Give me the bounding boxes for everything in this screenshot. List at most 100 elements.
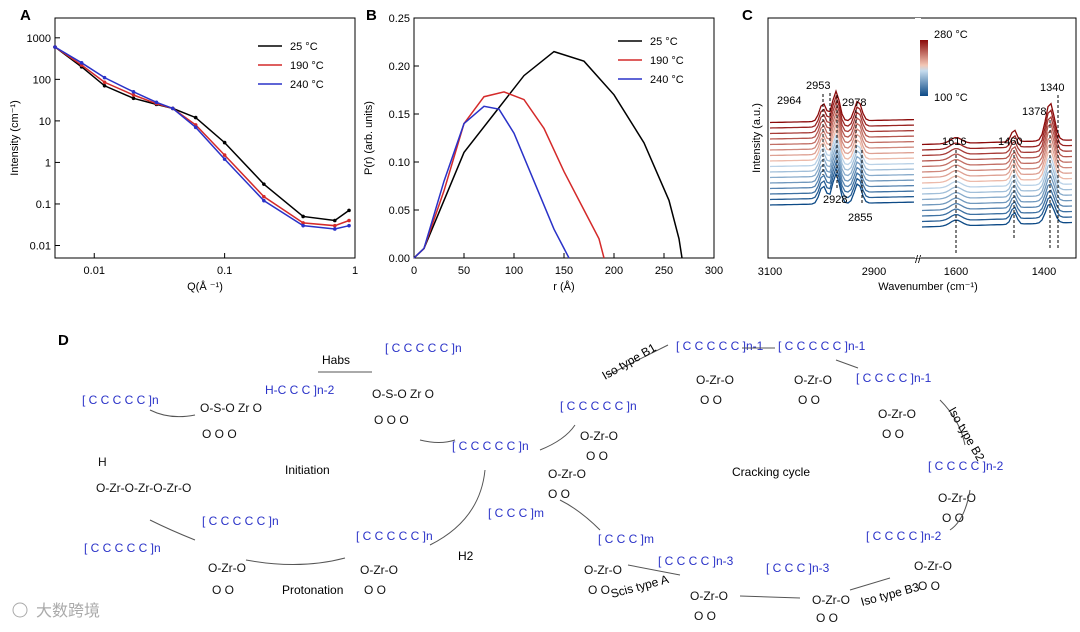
label-protonation: Protonation: [282, 583, 343, 597]
svg-text:O-Zr-O: O-Zr-O: [690, 589, 728, 603]
b-series-line-2: [413, 105, 570, 259]
svg-text:[ C C C C C ]n: [ C C C C C ]n: [385, 341, 462, 355]
c-spectrum-left: [769, 155, 915, 190]
a-series-point: [222, 157, 227, 161]
c-spectrum-left: [769, 149, 915, 184]
c-spectrum-left: [769, 138, 915, 173]
peak-guides: [822, 93, 1059, 255]
b-xtick-label: 250: [655, 265, 673, 277]
a-series-point: [333, 218, 337, 223]
c-spectrum-left: [769, 105, 915, 140]
svg-text:O-Zr-O: O-Zr-O: [878, 407, 916, 421]
c-spectrum-right: [921, 135, 1073, 173]
c-spectrum-left: [769, 127, 915, 162]
svg-text:[ C C C C C ]n: [ C C C C C ]n: [82, 393, 159, 407]
svg-text:[ C C C C C ]n: [ C C C C C ]n: [84, 541, 161, 555]
svg-text:[ C C C ]m: [ C C C ]m: [488, 506, 544, 520]
panel-label-c: C: [742, 7, 753, 24]
svg-text:O O: O O: [700, 393, 722, 407]
a-series-point: [193, 115, 198, 120]
panel-c-ylabel: Intensity (a.u.): [751, 103, 763, 173]
b-ytick-label: 0.00: [389, 253, 410, 265]
c-spectrum-left: [769, 160, 915, 195]
b-xtick-label: 50: [458, 265, 470, 277]
svg-text:O-Zr-O: O-Zr-O: [548, 467, 586, 481]
a-legend-label: 25 °C: [290, 41, 318, 53]
svg-text:H-C C C ]n-2: H-C C C ]n-2: [265, 383, 335, 397]
svg-text:[ C C C ]n-3: [ C C C ]n-3: [766, 561, 830, 575]
b-xtick-label: 0: [411, 265, 417, 277]
c-spectrum-right: [921, 109, 1073, 151]
panel-a: 1000 100 10 1 0.1 0.01 0.01 0.1 1 Intensity (cm…: [9, 17, 358, 293]
label-h2: H2: [458, 549, 474, 563]
a-series-point: [131, 93, 136, 97]
svg-text:O-Zr-O: O-Zr-O: [696, 373, 734, 387]
a-series-point: [193, 125, 198, 130]
a-legend-label: 190 °C: [290, 60, 324, 72]
a-ytick-label: 0.1: [36, 199, 51, 211]
catalyst-motifs: H O-Zr-O-Zr-O-Zr-O O-S-O Zr O O O O O-S-O …: [96, 373, 976, 625]
chain-fragments: [ C C C C C ]n [ C C C C C ]n [ C C C C …: [82, 339, 1004, 575]
a-series-point: [262, 198, 266, 203]
c-spectrum-left: [769, 133, 915, 168]
a-series-point: [102, 80, 107, 85]
svg-text:O-Zr-O-Zr-O-Zr-O: O-Zr-O-Zr-O-Zr-O: [96, 481, 191, 495]
colorbar: [920, 40, 928, 96]
svg-text:[ C C C C C ]n: [ C C C C C ]n: [452, 439, 529, 453]
a-series-line-1: [54, 46, 350, 227]
a-ytick-label: 10: [39, 116, 51, 128]
peak-2978: 2978: [842, 97, 866, 109]
colorbar-bottom-label: 100 °C: [934, 92, 968, 104]
svg-text:O-Zr-O: O-Zr-O: [914, 559, 952, 573]
c-spectrum-right: [921, 182, 1073, 212]
c-spectrum-right: [921, 149, 1073, 184]
a-series-point: [170, 106, 175, 111]
a-series-point: [102, 83, 107, 88]
a-series-point: [154, 100, 159, 105]
a-series-point: [262, 194, 266, 199]
b-ytick-label: 0.10: [389, 157, 410, 169]
c-spectrum-right: [921, 162, 1073, 195]
peak-2855: 2855: [848, 212, 872, 224]
svg-text:O-Zr-O: O-Zr-O: [812, 593, 850, 607]
a-series-point: [301, 223, 305, 228]
c-spectrum-left: [769, 89, 915, 124]
a-series-point: [79, 61, 84, 65]
panel-label-d: D: [58, 332, 69, 349]
peak-1340: 1340: [1040, 82, 1064, 94]
b-ytick-label: 0.25: [389, 13, 410, 25]
svg-text:O O: O O: [882, 427, 904, 441]
svg-text:[ C C C ]m: [ C C C ]m: [598, 532, 654, 546]
svg-text:O O: O O: [588, 583, 610, 597]
a-series-line-2: [54, 46, 350, 230]
panel-c-xtick-3100: 3100: [758, 266, 782, 278]
c-spectrum-left: [769, 94, 915, 129]
svg-text:[ C C C C ]n-1: [ C C C C ]n-1: [856, 371, 932, 385]
b-ytick-label: 0.20: [389, 61, 410, 73]
c-spectrum-left: [769, 171, 915, 206]
colorbar-top-label: 280 °C: [934, 29, 968, 41]
svg-text:O-Zr-O: O-Zr-O: [938, 491, 976, 505]
a-legend-label: 240 °C: [290, 79, 324, 91]
a-series-point: [131, 96, 136, 101]
svg-text:H: H: [98, 455, 107, 469]
panel-c-xlabel: Wavenumber (cm⁻¹): [878, 281, 978, 293]
svg-text:O O: O O: [816, 611, 838, 625]
svg-text:[ C C C C ]n-3: [ C C C C ]n-3: [658, 554, 734, 568]
scheme: [ C C C C C ]n [ C C C C C ]n [ C C C C …: [82, 339, 1004, 625]
c-spectrum-right: [921, 196, 1073, 223]
c-spectrum-right: [921, 202, 1073, 228]
c-spectrum-left: [769, 116, 915, 151]
b-xtick-label: 300: [705, 265, 723, 277]
a-ytick-label: 100: [33, 74, 51, 86]
a-series-point: [333, 227, 337, 231]
label-cracking-cycle: Cracking cycle: [732, 465, 810, 479]
svg-text:O O: O O: [548, 487, 570, 501]
b-legend-label: 240 °C: [650, 74, 684, 86]
panel-a-yticks: 1000 100 10 1 0.1 0.01: [27, 33, 60, 252]
svg-text:O O: O O: [694, 609, 716, 623]
peak-2928: 2928: [823, 194, 847, 206]
c-spectrum-right: [921, 169, 1073, 201]
c-spectrum-right: [921, 129, 1073, 168]
panel-c-spectra: [769, 89, 1073, 228]
